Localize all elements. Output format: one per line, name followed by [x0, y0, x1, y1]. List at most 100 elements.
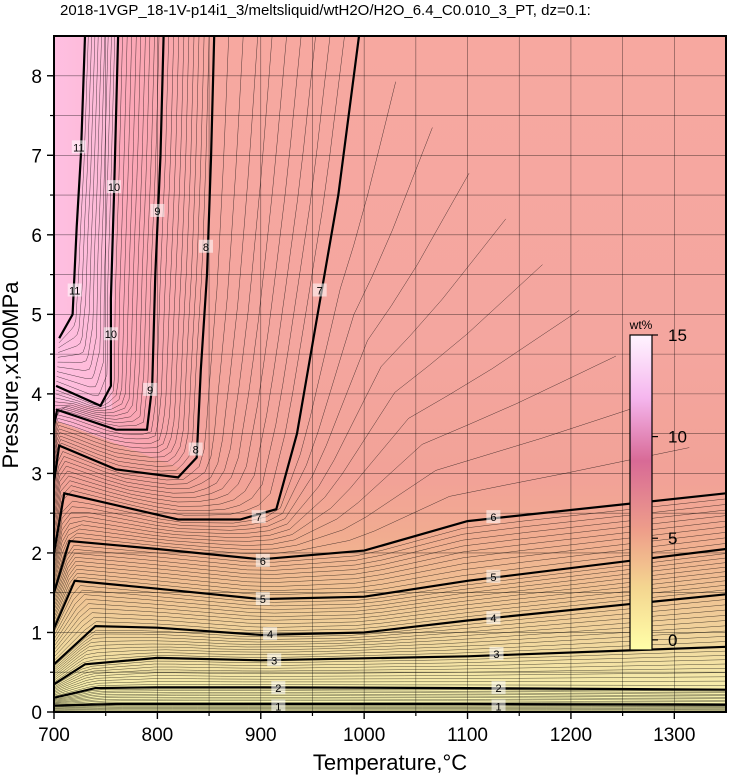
minor-contour [58, 36, 92, 348]
minor-contour [57, 36, 102, 363]
minor-contour [54, 36, 258, 503]
minor-contour [54, 700, 726, 705]
y-tick-label: 8 [31, 67, 42, 88]
contour-label-bg [312, 283, 327, 297]
major-contour-4 [54, 593, 726, 666]
contour-label: 6 [260, 556, 266, 568]
minor-contour [54, 36, 174, 440]
minor-contour [54, 36, 185, 449]
plot-frame [53, 35, 727, 713]
contour-label: 10 [108, 182, 120, 194]
contour-label: 5 [260, 594, 266, 606]
contour-label-bg [491, 681, 506, 695]
y-tick-label: 1 [31, 623, 42, 644]
minor-contour [54, 36, 316, 532]
contour-label-bg [491, 699, 506, 712]
x-tick-label: 1000 [343, 725, 385, 746]
contour-label: 10 [105, 329, 117, 341]
minor-contour [54, 36, 200, 465]
x-axis: 700 800 900 1000 1100 1200 1300 [38, 712, 695, 746]
minor-contour [57, 36, 106, 371]
contour-label: 4 [490, 613, 496, 625]
contour-label-bg [251, 510, 266, 524]
minor-contour [54, 36, 155, 424]
contour-label-bg [67, 283, 82, 297]
minor-contour [54, 264, 543, 573]
contour-label: 8 [193, 445, 199, 457]
contour-label-bg [271, 699, 286, 712]
contour-label: 7 [256, 512, 262, 524]
minor-contour [54, 218, 506, 569]
minor-contour [54, 173, 470, 565]
minor-contour [54, 697, 726, 703]
minor-contour [54, 688, 726, 699]
minor-contour [54, 706, 726, 709]
major-contour-10 [55, 36, 120, 408]
colorbar: wt% 0 5 10 15 [629, 318, 687, 651]
minor-contour [54, 641, 726, 683]
contour-label-bg [271, 681, 286, 695]
minor-contour [54, 630, 726, 679]
minor-contour [54, 708, 726, 710]
y-tick-label: 2 [31, 544, 42, 565]
x-tick-label: 1300 [653, 725, 695, 746]
contour-label: 6 [490, 512, 496, 524]
contour-label-bg [267, 653, 282, 667]
colorbar-title: wt% [629, 318, 653, 332]
minor-contour [54, 693, 726, 702]
minor-contour [54, 36, 151, 420]
minor-contour [56, 36, 112, 388]
minor-contour [54, 36, 169, 435]
minor-contour [54, 599, 726, 667]
x-tick-label: 1100 [447, 725, 488, 746]
minor-contour [54, 36, 273, 511]
major-contour-1 [54, 702, 726, 707]
y-tick-label: 0 [31, 703, 42, 724]
minor-contour [54, 709, 726, 711]
contour-label: 11 [73, 142, 84, 154]
major-contour-2 [54, 686, 726, 699]
contour-label-bg [486, 569, 501, 583]
y-tick-label: 4 [31, 385, 42, 406]
minor-contour [54, 310, 580, 577]
contour-label: 3 [493, 649, 499, 661]
minor-contour [55, 36, 132, 410]
minor-contour [54, 692, 726, 701]
minor-contour [54, 36, 160, 427]
x-tick-label: 800 [142, 725, 174, 746]
contour-label-bg [71, 140, 86, 154]
minor-contour [54, 615, 726, 673]
contour-label: 3 [271, 655, 277, 667]
x-tick-label: 1200 [550, 725, 592, 746]
contour-label: 11 [69, 285, 80, 297]
minor-contour [58, 36, 96, 353]
y-tick-label: 6 [31, 226, 42, 247]
minor-contour [55, 36, 137, 411]
minor-contour [54, 36, 345, 546]
grid [54, 36, 726, 712]
contour-label: 2 [275, 683, 281, 695]
contour-label-bg [188, 442, 203, 456]
minor-contour [54, 705, 726, 708]
contour-label: 4 [267, 629, 273, 641]
major-contour-11 [58, 36, 87, 339]
minor-contour [54, 604, 726, 669]
minor-contour [54, 36, 195, 460]
contour-label-bg [106, 180, 121, 194]
minor-contour [56, 36, 109, 379]
x-tick-label: 700 [38, 725, 70, 746]
contour-label-bg [486, 510, 501, 524]
minor-contour [54, 695, 726, 702]
minor-contour [54, 609, 726, 671]
minor-contour [55, 36, 123, 406]
contour-label-bg [489, 646, 504, 660]
minor-contour [55, 36, 128, 408]
contour-label-bg [255, 592, 270, 606]
contour-label: 9 [147, 385, 153, 397]
y-tick-label: 5 [31, 305, 42, 326]
x-axis-title: Temperature,°C [313, 750, 467, 775]
contour-label: 7 [317, 285, 323, 297]
minor-contour [54, 706, 726, 708]
